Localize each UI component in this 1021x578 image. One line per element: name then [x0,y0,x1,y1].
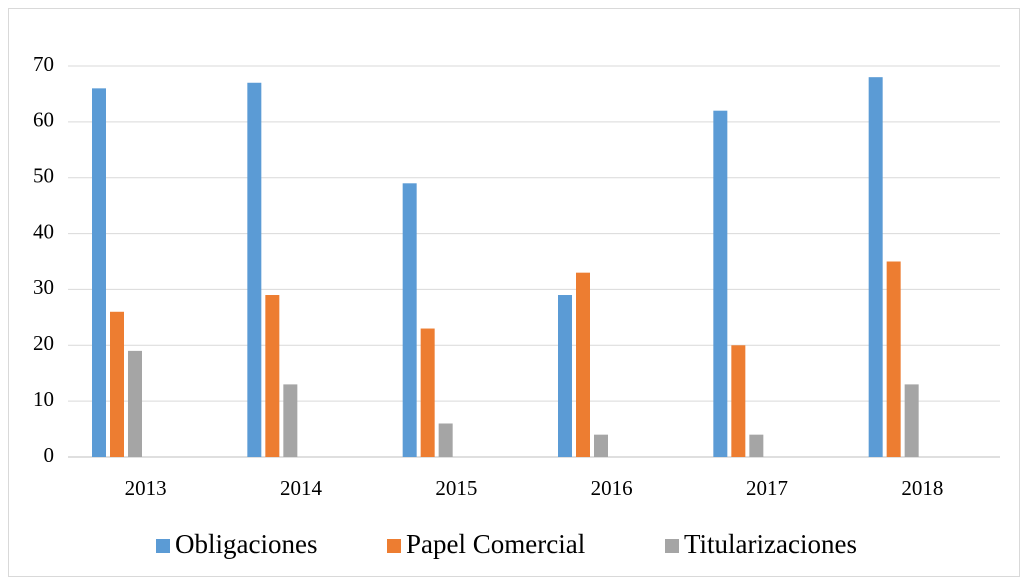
bar [283,384,298,457]
legend-swatch [665,539,679,553]
bar [110,311,124,457]
x-tick-label: 2017 [746,476,788,500]
x-tick-label: 2014 [280,476,323,500]
bar [265,295,280,457]
bar [402,183,417,458]
bar [731,345,746,457]
bar [868,77,883,458]
legend-label: Obligaciones [175,529,317,559]
x-tick-label: 2013 [125,476,167,500]
x-tick-label: 2018 [901,476,943,500]
y-tick-label: 0 [44,443,55,467]
y-tick-label: 60 [33,108,54,132]
bar [904,384,919,457]
x-tick-label: 2016 [591,476,633,500]
bar [594,434,608,457]
bar [420,328,435,457]
y-tick-label: 70 [33,52,54,76]
y-tick-label: 40 [33,219,54,243]
bar [886,261,901,457]
y-tick-label: 10 [33,387,54,411]
chart-border [8,8,1020,577]
y-tick-label: 20 [33,331,54,355]
bar [713,110,728,457]
legend-swatch [156,539,170,553]
x-tick-label: 2015 [435,476,477,500]
y-tick-label: 50 [33,164,54,188]
y-tick-label: 30 [33,275,54,299]
bar [438,423,453,457]
legend-label: Papel Comercial [406,529,585,559]
bar [92,88,106,457]
legend-swatch [387,539,401,553]
bar [749,434,764,457]
bar [128,350,142,457]
bar [247,82,262,457]
bar [558,295,572,457]
bar [576,272,590,457]
legend-label: Titularizaciones [684,529,857,559]
